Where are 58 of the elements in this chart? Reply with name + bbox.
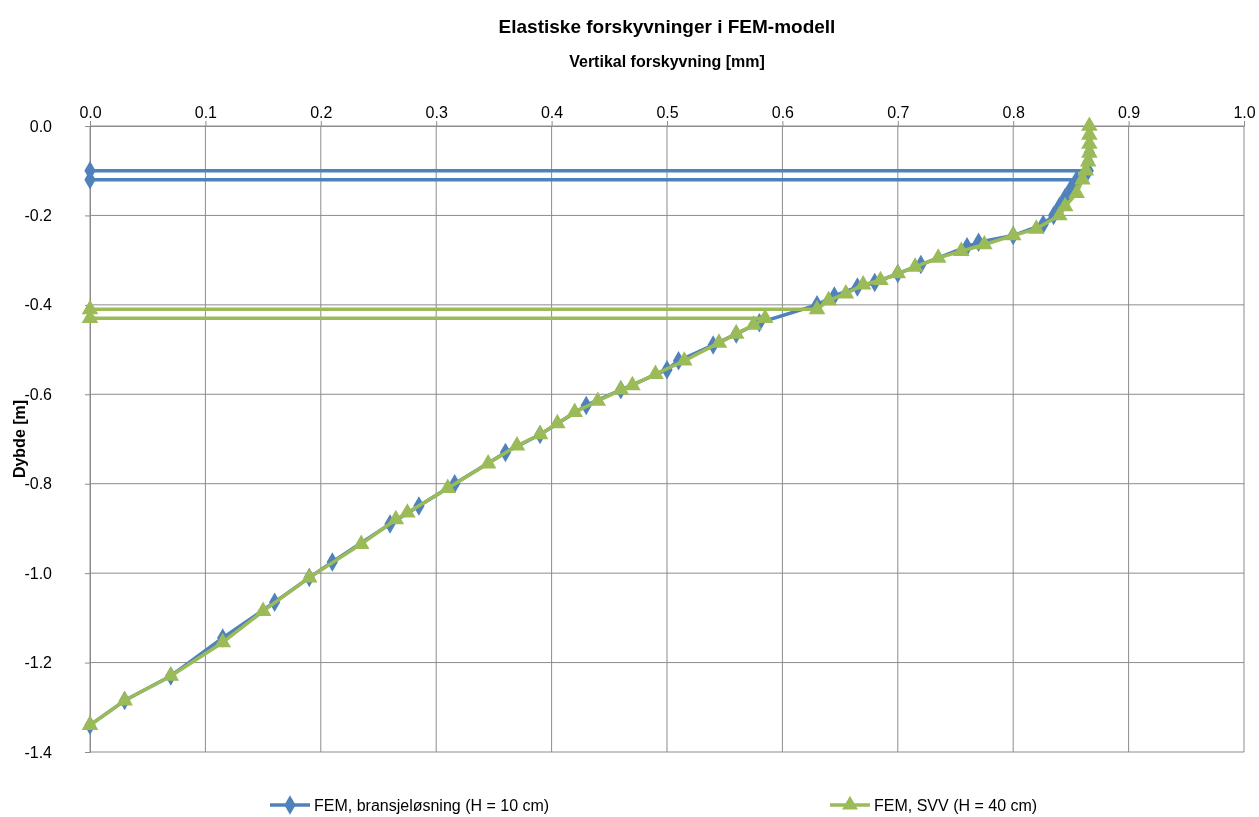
point <box>1027 219 1045 234</box>
point <box>820 290 837 306</box>
x-tick-label: 0.5 <box>656 104 679 121</box>
x-tick-label: 0.4 <box>540 104 564 121</box>
point <box>531 424 549 440</box>
point <box>81 715 99 730</box>
point <box>710 333 728 348</box>
point <box>1004 225 1022 241</box>
point <box>479 453 497 469</box>
x-tick-label: 0.0 <box>79 104 102 121</box>
point <box>624 375 641 391</box>
y-tick-label: -1.2 <box>24 654 53 672</box>
y-tick-label: -0.2 <box>24 207 53 225</box>
point <box>675 351 693 366</box>
point <box>889 263 907 279</box>
point <box>1068 183 1085 198</box>
y-tick-label: -1.4 <box>24 743 53 761</box>
point <box>254 601 272 616</box>
x-tick-label: 0.7 <box>887 104 910 121</box>
point <box>872 270 889 286</box>
x-tick-label: 0.8 <box>1002 104 1025 121</box>
x-tick-label: 0.6 <box>771 104 795 121</box>
y-tick-label: -1.0 <box>24 564 53 582</box>
point <box>837 284 855 299</box>
y-tick-label: 0.0 <box>29 117 53 135</box>
point <box>745 315 762 330</box>
point <box>976 234 993 250</box>
point <box>387 509 405 525</box>
point <box>399 503 416 518</box>
point <box>566 402 583 417</box>
point <box>808 299 826 315</box>
point <box>300 568 318 583</box>
point <box>647 364 664 379</box>
point <box>352 534 370 549</box>
x-tick-label: 1.0 <box>1233 104 1256 121</box>
point <box>929 248 947 263</box>
point <box>508 436 526 451</box>
point <box>906 257 924 272</box>
point <box>589 391 607 406</box>
point <box>854 275 872 290</box>
point <box>727 324 745 339</box>
point <box>214 632 232 648</box>
x-tick-label: 0.1 <box>194 104 218 121</box>
x-tick-label: 0.9 <box>1117 104 1141 121</box>
point <box>162 666 180 681</box>
point <box>116 690 133 706</box>
x-tick-label: 0.2 <box>310 104 333 121</box>
point <box>439 478 457 493</box>
legend-label: FEM, SVV (H = 40 cm) <box>874 797 1038 814</box>
x-tick-label: 0.3 <box>425 104 448 121</box>
point <box>612 380 630 395</box>
chart-title: Elastiske forskyvninger i FEM-modell <box>498 16 836 37</box>
x-axis-title: Vertikal forskyvning [mm] <box>569 53 765 70</box>
y-tick-label: -0.4 <box>24 296 53 314</box>
legend-label: FEM, bransjeløsning (H = 10 cm) <box>314 797 550 814</box>
point <box>1051 205 1068 221</box>
point <box>549 413 566 429</box>
point <box>952 241 970 257</box>
